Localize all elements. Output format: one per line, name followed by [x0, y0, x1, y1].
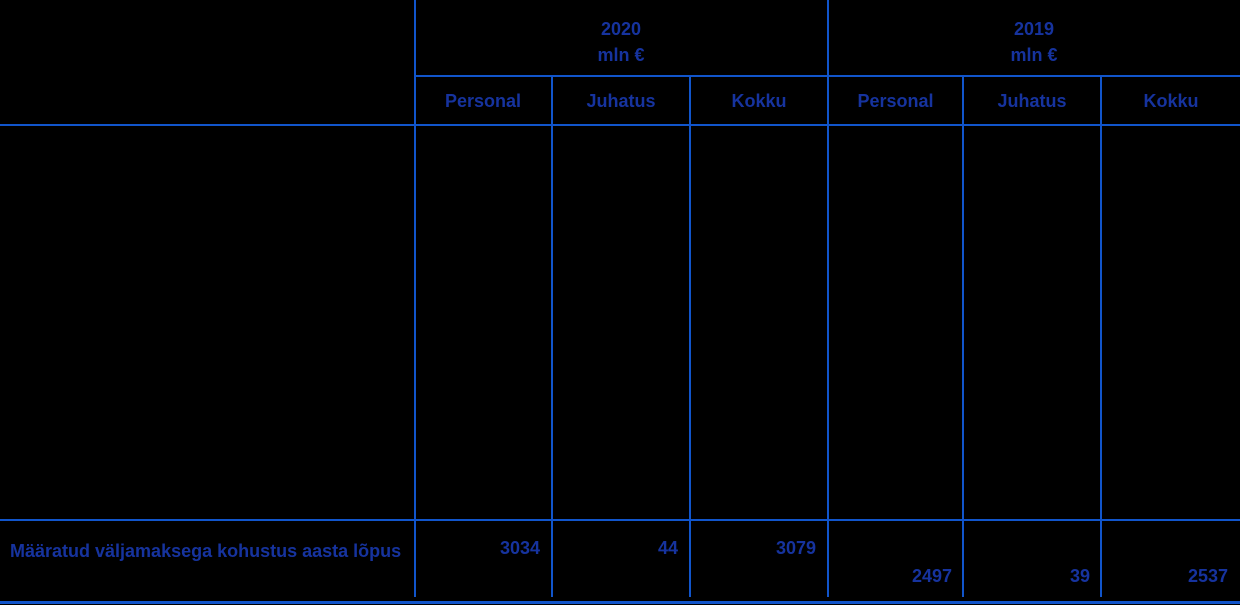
grid-line-vertical: [414, 0, 416, 597]
grid-line-vertical: [551, 76, 553, 597]
column-header-kokku-2020: Kokku: [731, 91, 787, 111]
grid-line-horizontal-bottom: [0, 601, 1240, 604]
column-header-juhatus-2020: Juhatus: [586, 91, 656, 111]
grid-line-vertical: [689, 76, 691, 597]
row-label: Määratud väljamaksega kohustus aasta lõp…: [10, 541, 402, 561]
value-2020-kokku: 3079: [775, 538, 816, 558]
unit-label: mln €: [1010, 45, 1058, 65]
column-header-kokku-2019: Kokku: [1143, 91, 1199, 111]
year-header-2020: 2020 mln €: [415, 16, 827, 68]
value-2019-personal: 2497: [911, 566, 952, 586]
grid-line-vertical: [962, 76, 964, 597]
value-2019-juhatus: 39: [1069, 566, 1090, 586]
year-header-2019: 2019 mln €: [828, 16, 1240, 68]
year-label: 2020: [600, 19, 642, 39]
column-header-juhatus-2019: Juhatus: [997, 91, 1067, 111]
unit-label: mln €: [597, 45, 645, 65]
grid-line-horizontal: [0, 124, 1240, 126]
year-label: 2019: [1013, 19, 1055, 39]
grid-line-vertical: [827, 0, 829, 597]
column-header-personal-2019: Personal: [857, 91, 934, 111]
value-2020-personal: 3034: [499, 538, 540, 558]
grid-line-horizontal: [0, 519, 1240, 521]
column-header-personal-2020: Personal: [444, 91, 522, 111]
value-2020-juhatus: 44: [657, 538, 678, 558]
value-2019-kokku: 2537: [1187, 566, 1228, 586]
grid-line-horizontal: [414, 75, 1240, 77]
grid-line-vertical: [1100, 76, 1102, 597]
